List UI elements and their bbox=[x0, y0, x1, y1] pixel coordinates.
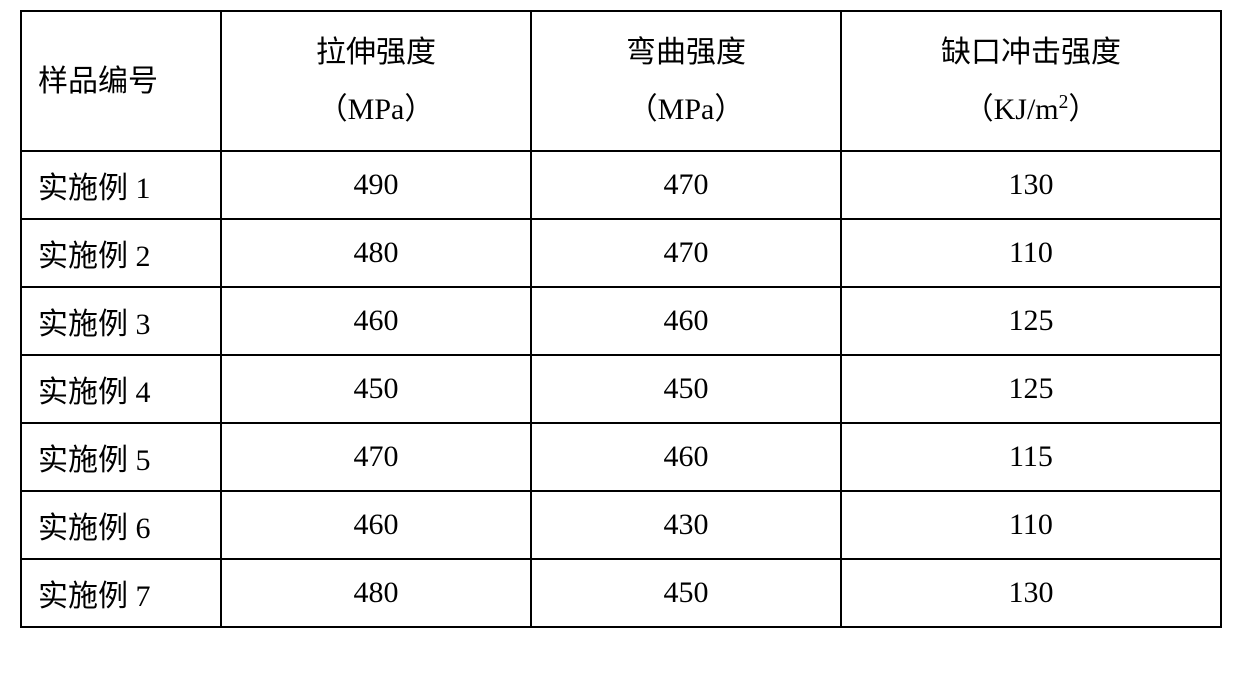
cell-flexural: 450 bbox=[531, 355, 841, 423]
row-label: 实施例 2 bbox=[21, 219, 221, 287]
col-header-flexural-l2: （MPa） bbox=[626, 81, 746, 138]
table-row: 实施例 4 450 450 125 bbox=[21, 355, 1221, 423]
properties-table: 样品编号 拉伸强度 （MPa） 弯曲强度 （MPa） 缺口冲击 bbox=[20, 10, 1222, 628]
table-row: 实施例 7 480 450 130 bbox=[21, 559, 1221, 627]
table-row: 实施例 5 470 460 115 bbox=[21, 423, 1221, 491]
cell-impact: 130 bbox=[841, 559, 1221, 627]
cell-flexural: 450 bbox=[531, 559, 841, 627]
col-header-tensile-l1: 拉伸强度 bbox=[316, 24, 436, 81]
cell-tensile: 460 bbox=[221, 491, 531, 559]
table-header-row: 样品编号 拉伸强度 （MPa） 弯曲强度 （MPa） 缺口冲击 bbox=[21, 11, 1221, 151]
col-header-flexural: 弯曲强度 （MPa） bbox=[531, 11, 841, 151]
table-row: 实施例 2 480 470 110 bbox=[21, 219, 1221, 287]
cell-tensile: 470 bbox=[221, 423, 531, 491]
row-label: 实施例 3 bbox=[21, 287, 221, 355]
cell-impact: 125 bbox=[841, 287, 1221, 355]
cell-tensile: 480 bbox=[221, 559, 531, 627]
cell-tensile: 480 bbox=[221, 219, 531, 287]
cell-tensile: 450 bbox=[221, 355, 531, 423]
cell-impact: 130 bbox=[841, 151, 1221, 219]
cell-tensile: 460 bbox=[221, 287, 531, 355]
cell-tensile: 490 bbox=[221, 151, 531, 219]
table-row: 实施例 6 460 430 110 bbox=[21, 491, 1221, 559]
row-label: 实施例 5 bbox=[21, 423, 221, 491]
col-header-sample-label: 样品编号 bbox=[38, 65, 158, 98]
cell-impact: 110 bbox=[841, 491, 1221, 559]
col-header-tensile: 拉伸强度 （MPa） bbox=[221, 11, 531, 151]
cell-flexural: 470 bbox=[531, 219, 841, 287]
cell-impact: 115 bbox=[841, 423, 1221, 491]
cell-flexural: 470 bbox=[531, 151, 841, 219]
table-row: 实施例 1 490 470 130 bbox=[21, 151, 1221, 219]
col-header-flexural-l1: 弯曲强度 bbox=[626, 24, 746, 81]
row-label: 实施例 4 bbox=[21, 355, 221, 423]
cell-flexural: 460 bbox=[531, 423, 841, 491]
col-header-sample: 样品编号 bbox=[21, 11, 221, 151]
cell-impact: 110 bbox=[841, 219, 1221, 287]
table-row: 实施例 3 460 460 125 bbox=[21, 287, 1221, 355]
col-header-impact-l2: （KJ/m2） bbox=[941, 81, 1121, 138]
row-label: 实施例 7 bbox=[21, 559, 221, 627]
cell-flexural: 460 bbox=[531, 287, 841, 355]
row-label: 实施例 6 bbox=[21, 491, 221, 559]
col-header-impact-l1: 缺口冲击强度 bbox=[941, 24, 1121, 81]
cell-impact: 125 bbox=[841, 355, 1221, 423]
col-header-impact: 缺口冲击强度 （KJ/m2） bbox=[841, 11, 1221, 151]
cell-flexural: 430 bbox=[531, 491, 841, 559]
row-label: 实施例 1 bbox=[21, 151, 221, 219]
col-header-tensile-l2: （MPa） bbox=[316, 81, 436, 138]
